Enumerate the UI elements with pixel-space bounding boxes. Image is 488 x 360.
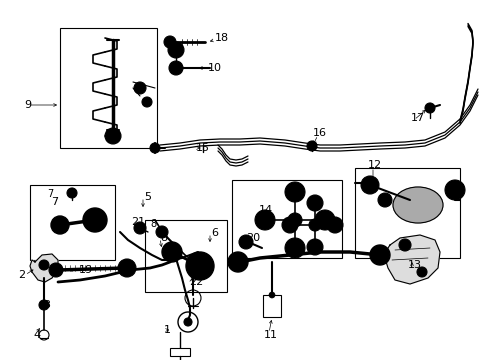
Circle shape	[83, 208, 107, 232]
Text: 11: 11	[264, 330, 278, 340]
Circle shape	[285, 238, 305, 258]
Circle shape	[142, 97, 152, 107]
Text: 21: 21	[131, 217, 145, 227]
Circle shape	[326, 217, 342, 233]
Text: 7: 7	[47, 189, 53, 199]
Circle shape	[118, 259, 136, 277]
Text: 2: 2	[19, 270, 25, 280]
Circle shape	[49, 263, 63, 277]
Text: 5: 5	[144, 192, 151, 202]
Circle shape	[306, 239, 323, 255]
Circle shape	[254, 210, 274, 230]
Text: 10: 10	[207, 63, 222, 73]
Circle shape	[150, 143, 160, 153]
Circle shape	[173, 65, 179, 71]
Circle shape	[39, 260, 49, 270]
Circle shape	[444, 180, 464, 200]
Circle shape	[424, 103, 434, 113]
Bar	[170, 348, 190, 356]
Text: 9: 9	[24, 100, 32, 110]
Circle shape	[360, 176, 378, 194]
Circle shape	[183, 318, 192, 326]
Circle shape	[369, 245, 389, 265]
Text: 6: 6	[211, 228, 218, 238]
Text: 19: 19	[79, 265, 93, 275]
Circle shape	[123, 264, 131, 272]
Circle shape	[105, 128, 121, 144]
Text: 22: 22	[188, 277, 203, 287]
Bar	[263, 295, 281, 317]
Circle shape	[53, 267, 59, 273]
Text: 8: 8	[150, 219, 156, 229]
Polygon shape	[384, 235, 439, 284]
Circle shape	[306, 195, 323, 211]
Circle shape	[239, 235, 252, 249]
Text: 1: 1	[163, 325, 170, 335]
Circle shape	[416, 267, 426, 277]
Circle shape	[168, 42, 183, 58]
Circle shape	[67, 188, 77, 198]
Text: 16: 16	[312, 128, 326, 138]
Text: 4: 4	[33, 330, 41, 340]
Circle shape	[169, 61, 183, 75]
Circle shape	[285, 182, 305, 202]
Ellipse shape	[392, 187, 442, 223]
Circle shape	[163, 36, 176, 48]
Text: 12: 12	[367, 160, 381, 170]
Circle shape	[90, 215, 100, 225]
Circle shape	[308, 219, 320, 231]
Circle shape	[134, 222, 146, 234]
Text: 14: 14	[259, 205, 272, 215]
Text: 8: 8	[160, 233, 167, 243]
Bar	[30, 185, 115, 260]
Text: 20: 20	[245, 233, 260, 243]
Polygon shape	[30, 254, 58, 282]
Circle shape	[39, 300, 49, 310]
Text: 17: 17	[410, 113, 424, 123]
Text: 13: 13	[407, 260, 421, 270]
Circle shape	[109, 132, 117, 140]
Circle shape	[398, 239, 410, 251]
Text: 7: 7	[51, 197, 59, 207]
Circle shape	[268, 292, 274, 298]
Text: 15: 15	[196, 143, 209, 153]
Circle shape	[134, 82, 146, 94]
Circle shape	[314, 210, 334, 230]
Circle shape	[287, 213, 302, 227]
Text: 3: 3	[43, 300, 50, 310]
Bar	[145, 220, 226, 292]
Circle shape	[162, 242, 182, 262]
Circle shape	[156, 226, 168, 238]
Circle shape	[234, 258, 242, 266]
Bar	[231, 180, 341, 258]
Circle shape	[282, 217, 297, 233]
Circle shape	[185, 252, 214, 280]
Circle shape	[377, 193, 391, 207]
Bar	[60, 28, 157, 148]
Circle shape	[51, 216, 69, 234]
Bar	[354, 168, 459, 258]
Text: 18: 18	[215, 33, 228, 43]
Circle shape	[56, 221, 64, 229]
Circle shape	[227, 252, 247, 272]
Circle shape	[306, 141, 316, 151]
